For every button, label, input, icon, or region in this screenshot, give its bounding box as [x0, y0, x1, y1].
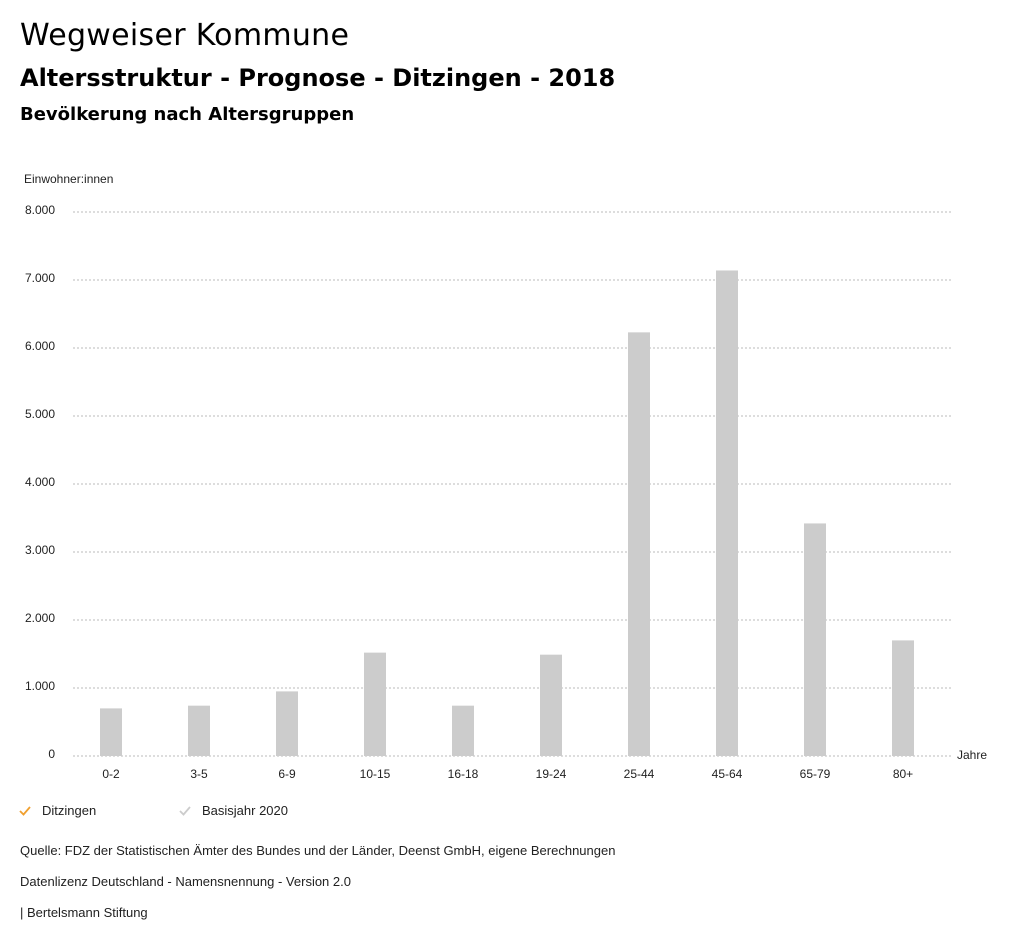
check-icon	[179, 805, 191, 816]
bar-16-18[interactable]	[452, 705, 474, 756]
check-icon	[19, 805, 31, 816]
y-tick-label: 5.000	[25, 407, 55, 421]
y-tick-label: 2.000	[25, 611, 55, 625]
x-tick-label: 10-15	[360, 767, 391, 781]
brand-note: | Bertelsmann Stiftung	[20, 905, 148, 920]
bar-chart: 0 1.000 2.000 3.000 4.000 5.000 6.000 7.000 8.00…	[24, 172, 987, 781]
x-tick-label: 65-79	[800, 767, 831, 781]
bar-19-24[interactable]	[540, 654, 562, 756]
legend-label: Ditzingen	[42, 803, 97, 818]
chart-subtitle: Altersstruktur - Prognose - Ditzingen - …	[20, 64, 616, 92]
x-tick-label: 19-24	[536, 767, 567, 781]
y-axis-label: Einwohner:innen	[24, 172, 113, 186]
chart-title: Bevölkerung nach Altersgruppen	[20, 104, 355, 125]
bar-0-2[interactable]	[100, 708, 122, 756]
legend-item-ditzingen[interactable]: Ditzingen	[18, 803, 96, 818]
y-tick-label: 0	[48, 747, 55, 761]
bar-65-79[interactable]	[804, 523, 826, 756]
legend-label: Basisjahr 2020	[202, 803, 288, 818]
x-tick-label: 45-64	[712, 767, 743, 781]
bar-45-64[interactable]	[716, 270, 738, 756]
x-tick-label: 3-5	[190, 767, 208, 781]
check-mark	[19, 805, 31, 816]
bars-layer	[100, 270, 914, 756]
legend-item-basisjahr[interactable]: Basisjahr 2020	[178, 803, 288, 818]
bar-6-9[interactable]	[276, 691, 298, 756]
bar-80+[interactable]	[892, 640, 914, 756]
bar-10-15[interactable]	[364, 652, 386, 756]
source-note: Quelle: FDZ der Statistischen Ämter des …	[20, 843, 616, 858]
x-tick-label: 0-2	[102, 767, 120, 781]
bar-25-44[interactable]	[628, 332, 650, 756]
check-mark	[179, 805, 191, 816]
x-tick-label: 6-9	[278, 767, 296, 781]
y-tick-label: 4.000	[25, 475, 55, 489]
y-tick-label: 6.000	[25, 339, 55, 353]
labels-layer: 0 1.000 2.000 3.000 4.000 5.000 6.000 7.000 8.00…	[24, 172, 987, 781]
y-tick-label: 3.000	[25, 543, 55, 557]
y-tick-label: 1.000	[25, 679, 55, 693]
bar-3-5[interactable]	[188, 705, 210, 756]
y-tick-label: 8.000	[25, 203, 55, 217]
page-title: Wegweiser Kommune	[20, 18, 350, 53]
x-tick-label: 16-18	[448, 767, 479, 781]
license-note: Datenlizenz Deutschland - Namensnennung …	[20, 874, 351, 889]
x-axis-label: Jahre	[957, 748, 987, 762]
y-tick-label: 7.000	[25, 271, 55, 285]
x-tick-label: 25-44	[624, 767, 655, 781]
x-tick-label: 80+	[893, 767, 913, 781]
